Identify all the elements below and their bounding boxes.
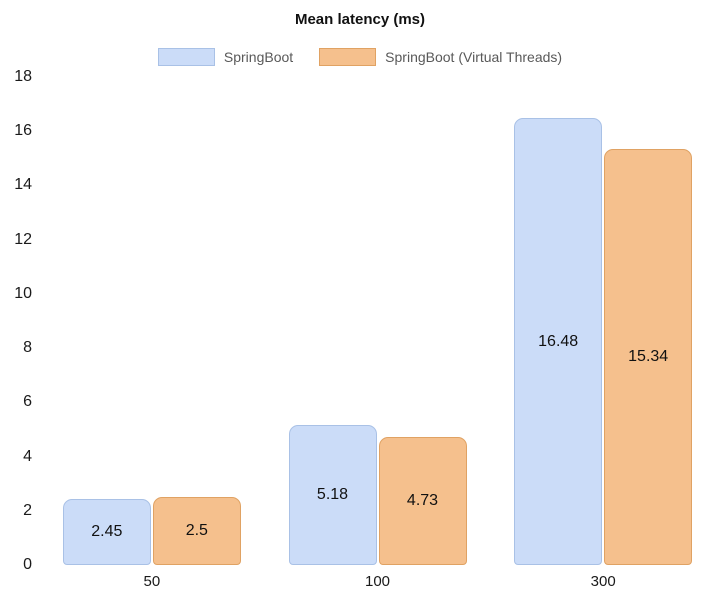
legend-swatch-icon [319,48,377,66]
bar-group-100: 5.18 4.73 100 [265,77,491,590]
bar-springboot-300: 16.48 [514,118,603,565]
bar-group-300: 16.48 15.34 300 [490,77,716,590]
bar-springboot-virtual-threads-100: 4.73 [378,436,467,565]
bar-value-label: 2.45 [91,522,123,540]
y-axis-tick-label: 2 [23,501,32,519]
x-axis-label: 300 [590,573,616,590]
legend-item-springboot: SpringBoot [157,48,294,66]
bar-springboot-virtual-threads-50: 2.5 [152,497,241,565]
y-axis-tick-label: 6 [23,393,32,411]
x-axis-label: 100 [364,573,391,590]
x-axis-label: 50 [143,573,161,590]
legend-swatch-icon [157,48,215,66]
y-axis-tick-label: 8 [23,339,32,357]
bar-value-label: 15.34 [628,348,669,366]
bar-value-label: 4.73 [406,491,439,509]
bar-springboot-50: 2.45 [62,498,151,565]
bar-value-label: 2.5 [185,522,208,540]
bar-value-label: 5.18 [316,485,349,503]
chart-legend: SpringBoot SpringBoot (Virtual Threads) [0,48,720,66]
legend-label: SpringBoot [223,49,294,65]
y-axis-tick-label: 18 [14,68,32,85]
legend-label: SpringBoot (Virtual Threads) [385,49,563,65]
y-axis-tick-label: 4 [23,447,32,465]
y-axis-tick-label: 10 [14,284,32,302]
legend-item-springboot-virtual-threads: SpringBoot (Virtual Threads) [319,48,562,66]
bar-springboot-100: 5.18 [288,424,377,565]
bar-springboot-virtual-threads-300: 15.34 [604,149,693,565]
y-axis-tick-label: 16 [14,122,32,140]
y-axis-tick-label: 14 [14,176,32,194]
bar-value-label: 16.48 [538,332,579,350]
y-axis-tick-label: 12 [14,230,32,248]
chart-title: Mean latency (ms) [294,11,426,28]
plot-area: 2.45 2.5 50 5.18 4.73 100 16.48 15.34 300 [39,77,716,590]
bar-group-50: 2.45 2.5 50 [39,77,265,590]
y-axis-tick-label: 0 [23,556,32,573]
